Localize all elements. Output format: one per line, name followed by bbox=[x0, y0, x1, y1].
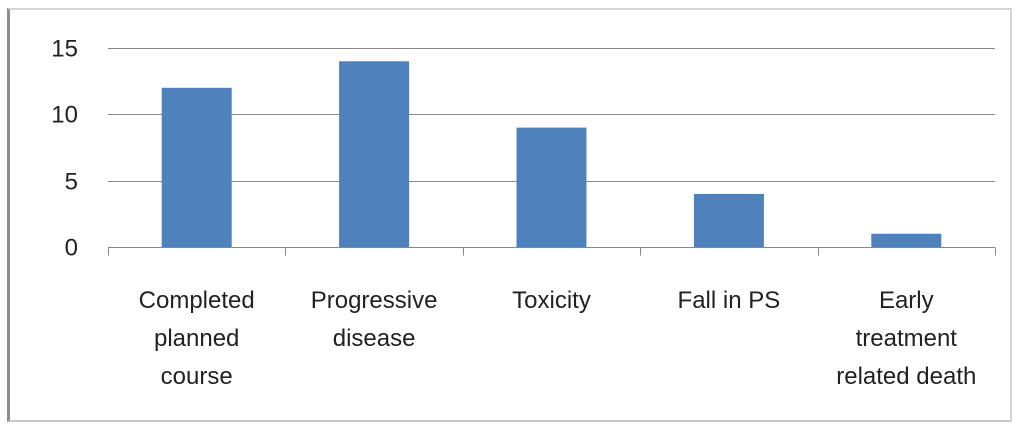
x-tick-label: Completed planned course bbox=[139, 287, 255, 390]
y-tick-label: 0 bbox=[65, 235, 78, 262]
y-tick-label: 5 bbox=[65, 169, 78, 196]
bars bbox=[161, 61, 942, 248]
bar bbox=[871, 233, 942, 247]
x-tick-label: Fall in PS bbox=[678, 287, 781, 314]
y-axis-ticks: 0 5 10 15 bbox=[51, 36, 78, 262]
bar bbox=[693, 193, 764, 247]
y-tick-label: 10 bbox=[51, 102, 78, 129]
category-labels: Completed planned course Progressive disease… bbox=[139, 287, 977, 390]
x-tick-label: Early treatment related death bbox=[836, 287, 976, 390]
bar bbox=[516, 127, 587, 247]
x-axis-ticks bbox=[108, 247, 996, 256]
x-tick-label: Toxicity bbox=[512, 287, 591, 314]
bar bbox=[161, 87, 232, 247]
bar bbox=[339, 61, 410, 248]
x-tick-label: Progressive disease bbox=[311, 287, 438, 352]
y-tick-label: 15 bbox=[51, 36, 78, 63]
